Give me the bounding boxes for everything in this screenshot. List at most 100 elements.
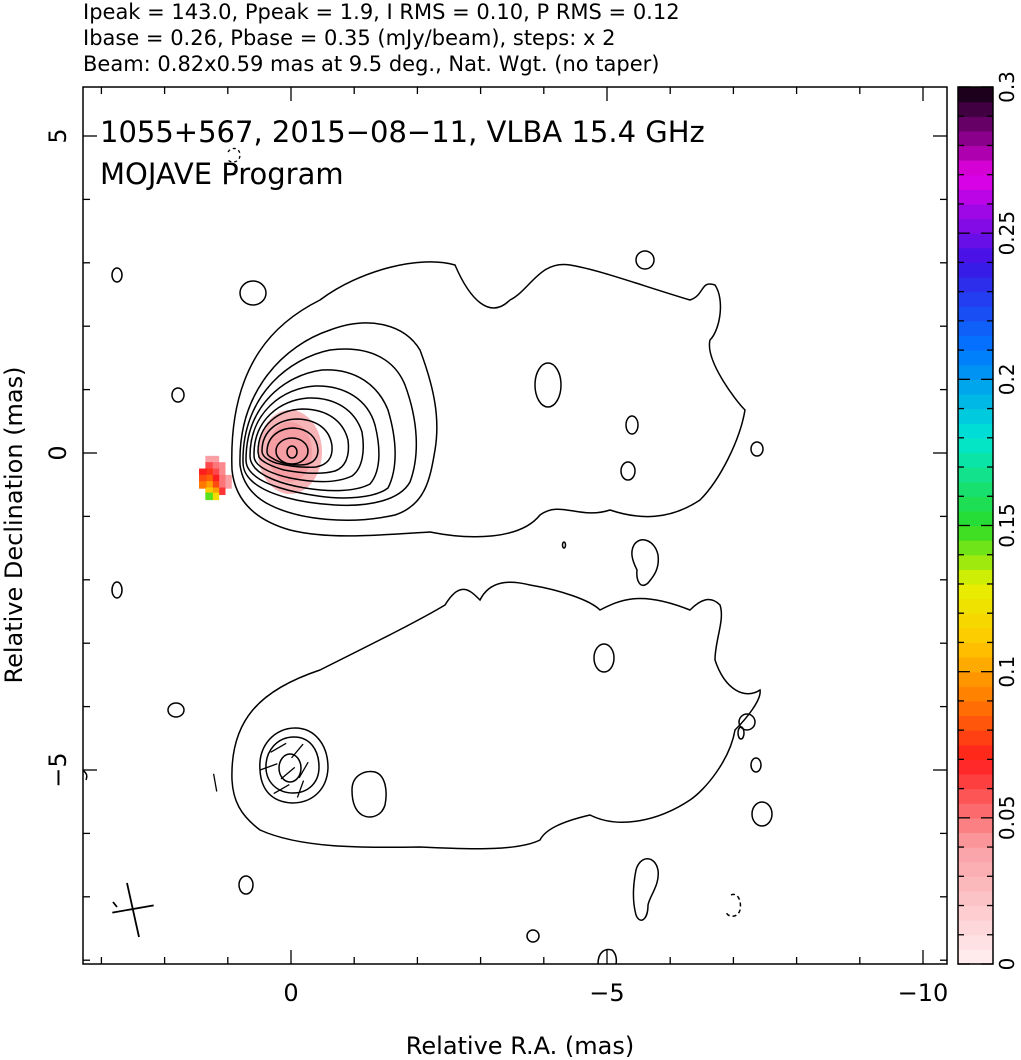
colorbar-band [958,335,993,351]
intensity-contour-8 [261,418,333,468]
colorbar-band [958,657,993,673]
colorbar-label: 0.25 [995,211,1019,256]
y-axis-label: Relative Declination (mas) [0,366,28,683]
header-line-3: Beam: 0.82x0.59 mas at 9.5 deg., Nat. Wg… [83,52,660,76]
colorbar-label: 0.1 [995,656,1019,688]
colorbar-label: 0.2 [995,363,1019,395]
colorbar-band [958,876,993,892]
polarization-pixel [205,455,213,464]
intensity-island [111,267,123,283]
colorbar-band [958,233,993,249]
polarization-pixel [224,481,232,489]
colorbar-band [958,642,993,658]
intensity-island [625,415,639,435]
colorbar-band [958,569,993,585]
colorbar [958,87,993,965]
polarization-pixel [211,487,220,496]
polarization-pixels [199,455,232,501]
intensity-contour-6 [253,397,364,483]
polarized-island [351,770,387,818]
intensity-island [111,581,123,599]
colorbar-band [958,627,993,644]
colorbar-band [958,130,993,147]
x-tick-labels: 0 −5 −10 [283,979,948,1007]
beam-marker [112,882,154,938]
evpa-tick [260,763,278,771]
x-axis-label: Relative R.A. (mas) [406,1032,634,1060]
colorbar-band [958,393,993,410]
map-title-line-1: 1055+567, 2015−08−11, VLBA 15.4 GHz [100,115,705,149]
polarization-pixel [199,481,207,489]
evpa-tick [212,773,218,792]
colorbar-band [958,247,993,263]
colorbar-band [958,700,993,717]
colorbar-label: 0 [995,958,1019,971]
polarized-island [167,702,185,718]
colorbar-label: 0.3 [995,71,1019,103]
polarized-island [526,929,540,943]
evpa-tick [291,743,304,759]
intensity-contour-7 [257,408,350,474]
colorbar-band [958,379,993,395]
colorbar-band [958,510,993,527]
polarization-pixel [211,492,220,501]
polarized-island [597,948,618,964]
colorbar-band [958,817,993,834]
colorbar-band [958,189,993,205]
intensity-island [750,441,764,457]
polarization-pixel [217,462,226,470]
header-line-2: Ibase = 0.26, Pbase = 0.35 (mJy/beam), s… [83,26,616,50]
colorbar-band [958,920,993,936]
polarization-pixel [211,455,220,464]
colorbar-band [958,949,993,965]
colorbar-band [958,525,993,541]
polarized-island [750,757,762,773]
y-tick-label: −5 [44,752,72,787]
evpa-tick [270,742,287,753]
evpa-tick [296,780,305,798]
polarized-island [238,875,254,895]
colorbar-band [958,408,993,424]
colorbar-band [958,277,993,293]
colorbar-band [958,320,993,337]
polarization-pixel [199,474,207,483]
colorbar-band [958,832,993,848]
y-tick-label: 0 [44,445,72,460]
plot-frame [82,86,948,965]
colorbar-band [958,291,993,307]
colorbar-band [958,101,993,117]
colorbar-band [958,350,993,366]
colorbar-band [958,218,993,234]
intensity-contours [111,250,764,599]
colorbar-band [958,598,993,614]
polarization-pixel [199,468,207,477]
polarized-island [738,713,756,731]
polarization-pixel [205,468,213,477]
colorbar-band [958,116,993,132]
colorbar-band [958,203,993,220]
intensity-island [561,541,567,549]
polarization-pixel [217,487,226,496]
polarization-pixel [211,462,220,470]
x-tick-label: −5 [589,979,624,1007]
colorbar-labels: 0 0.05 0.1 0.15 0.2 0.25 0.3 [995,71,1019,970]
header-line-1: Ipeak = 143.0, Ppeak = 1.9, I RMS = 0.10… [83,0,680,24]
colorbar-band [958,744,993,760]
intensity-contour-5 [249,385,380,492]
colorbar-band [958,496,993,512]
intensity-island [534,362,562,408]
colorbar-band [958,262,993,278]
evpa-ticks [212,742,309,798]
colorbar-band [958,803,993,819]
colorbar-band [958,686,993,702]
polarization-pixel [205,487,213,496]
y-tick-labels: 5 0 −5 [44,128,72,787]
polarized-island [737,726,745,740]
evpa-tick [280,766,296,780]
polarized-contour-2 [259,727,329,804]
evpa-tick [273,783,290,795]
colorbar-band [958,437,993,454]
colorbar-band [958,847,993,863]
colorbar-band [958,554,993,570]
x-tick-label: 0 [283,979,298,1007]
